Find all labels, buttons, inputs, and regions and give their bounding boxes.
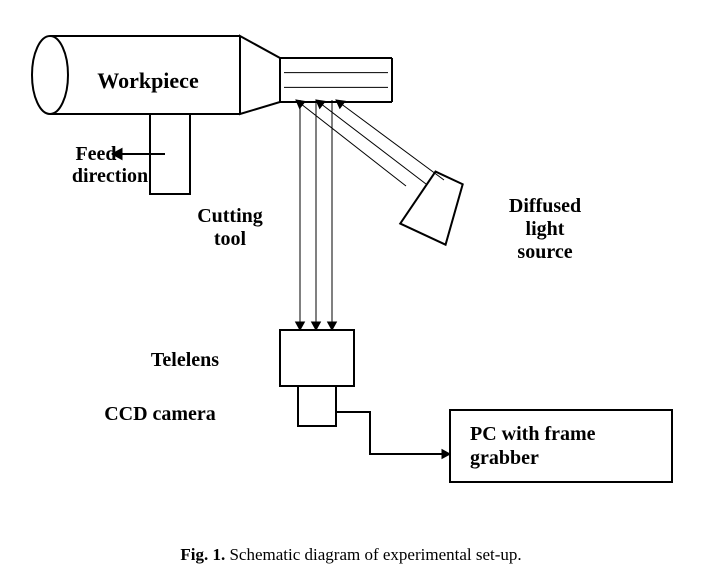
- workpiece-frustum: [240, 36, 280, 114]
- feed-label-1: Feed: [75, 143, 116, 165]
- reflected-ray-arrowhead: [296, 322, 305, 330]
- caption-text: Schematic diagram of experimental set-up…: [225, 545, 521, 564]
- light-label-3: source: [517, 241, 572, 263]
- pc-box-shape: [450, 410, 672, 482]
- light-label-2: light: [526, 218, 565, 240]
- light-source-trapezoid: [400, 167, 472, 244]
- pc-label-1: PC with frame: [470, 423, 596, 445]
- light-source-shape: [400, 167, 472, 244]
- workpiece-end-arc-left: [32, 36, 50, 114]
- pc-label-2: grabber: [470, 447, 539, 469]
- cable-line: [336, 412, 450, 454]
- cable-arrowhead: [442, 450, 450, 459]
- workpiece-label: Workpiece: [97, 68, 199, 93]
- cutting-label-1: Cutting: [197, 205, 263, 227]
- incident-ray-arrowhead: [316, 100, 325, 108]
- incident-ray: [336, 100, 444, 180]
- incident-ray-arrowhead: [336, 100, 345, 108]
- reflected-ray-arrowhead: [328, 322, 337, 330]
- cutting-label-2: tool: [214, 228, 247, 250]
- workpiece-end-arc-right: [50, 36, 68, 114]
- ccd-label: CCD camera: [104, 403, 216, 425]
- incident-ray-arrowhead: [296, 100, 305, 108]
- feed-label-2: direction: [72, 165, 148, 187]
- telelens-label: Telelens: [151, 349, 219, 371]
- figure-caption: Fig. 1. Schematic diagram of experimenta…: [180, 545, 521, 564]
- caption-number: Fig. 1.: [180, 545, 225, 564]
- incident-ray: [296, 100, 406, 186]
- reflected-ray-arrowhead: [312, 322, 321, 330]
- ccd-camera-shape: [298, 386, 336, 426]
- light-label-1: Diffused: [509, 195, 581, 217]
- telelens-shape: [280, 330, 354, 386]
